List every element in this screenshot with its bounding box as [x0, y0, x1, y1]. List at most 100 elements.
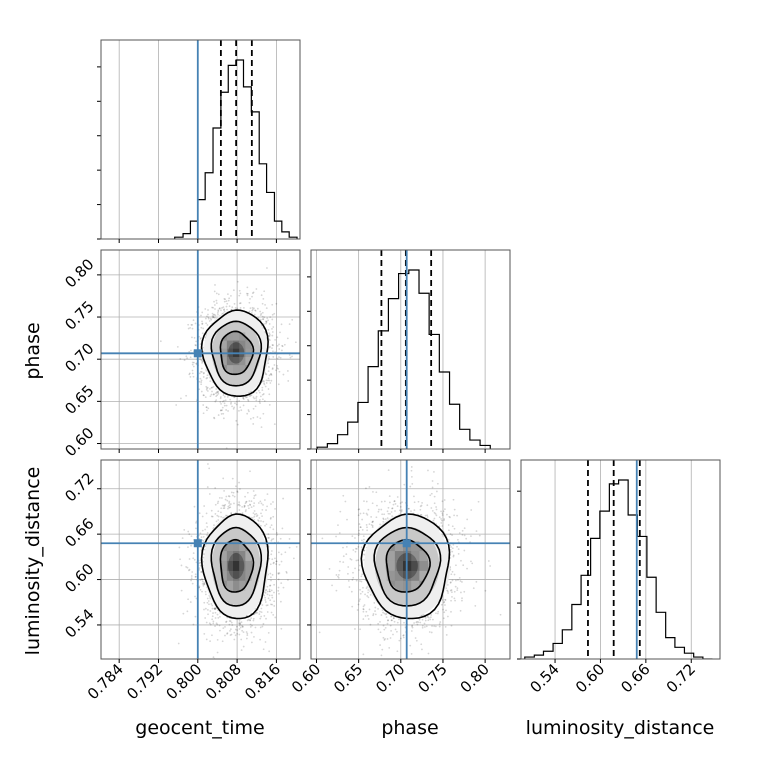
- sample-point: [228, 504, 231, 507]
- sample-point: [259, 318, 262, 321]
- sample-point: [203, 632, 206, 635]
- sample-point: [259, 310, 262, 313]
- sample-point: [219, 397, 222, 400]
- sample-point: [281, 349, 283, 352]
- sample-point: [252, 617, 255, 620]
- sample-point: [230, 401, 232, 404]
- sample-point: [201, 590, 203, 593]
- sample-point: [268, 379, 271, 382]
- sample-point: [271, 347, 273, 349]
- sample-point: [203, 371, 205, 374]
- sample-point: [219, 611, 221, 614]
- sample-point: [240, 621, 243, 624]
- sample-point: [276, 336, 279, 339]
- sample-point: [429, 618, 432, 621]
- sample-point: [236, 632, 239, 635]
- sample-point: [198, 562, 201, 564]
- sample-point: [229, 398, 232, 401]
- sample-point: [277, 572, 280, 575]
- sample-point: [287, 380, 290, 382]
- sample-point: [213, 608, 216, 610]
- sample-point: [176, 345, 179, 348]
- sample-point: [204, 317, 207, 320]
- sample-point: [265, 321, 268, 324]
- sample-point: [209, 640, 211, 643]
- sample-point: [191, 327, 194, 330]
- sample-point: [216, 502, 219, 505]
- sample-point: [252, 512, 255, 515]
- sample-point: [200, 337, 202, 339]
- sample-point: [218, 624, 221, 627]
- sample-point: [195, 344, 197, 347]
- sample-point: [194, 575, 197, 578]
- sample-point: [222, 306, 225, 309]
- sample-point: [234, 634, 237, 637]
- sample-point: [230, 512, 233, 515]
- sample-point: [265, 604, 268, 607]
- density-bin: [220, 570, 227, 581]
- sample-point: [234, 628, 237, 631]
- sample-point: [287, 579, 289, 581]
- sample-point: [264, 641, 267, 643]
- sample-point: [286, 337, 289, 340]
- sample-point: [236, 307, 239, 310]
- sample-point: [187, 327, 190, 330]
- sample-point: [231, 624, 234, 626]
- sample-point: [217, 519, 220, 521]
- sample-point: [278, 356, 280, 358]
- sample-point: [209, 388, 211, 390]
- sample-point: [262, 412, 265, 415]
- sample-point: [250, 506, 253, 509]
- sample-point: [266, 493, 269, 496]
- sample-point: [221, 640, 224, 643]
- sample-point: [193, 505, 196, 508]
- sample-point: [206, 409, 208, 412]
- sample-point: [261, 389, 264, 391]
- sample-point: [188, 373, 191, 376]
- sample-point: [263, 380, 265, 383]
- sample-point: [200, 359, 203, 362]
- sample-point: [238, 503, 241, 506]
- sample-point: [249, 619, 251, 622]
- sample-point: [250, 516, 252, 519]
- sample-point: [275, 560, 278, 563]
- sample-point: [265, 307, 268, 310]
- sample-point: [251, 516, 254, 519]
- sample-point: [240, 649, 243, 651]
- density-bin: [233, 560, 240, 571]
- density-bin: [233, 365, 240, 374]
- sample-point: [192, 365, 195, 368]
- sample-point: [271, 573, 274, 576]
- sample-point: [249, 297, 251, 300]
- sample-point: [391, 507, 393, 510]
- contour-line: [210, 526, 263, 607]
- sample-point: [216, 394, 219, 397]
- sample-point: [262, 318, 264, 320]
- sample-point: [264, 589, 267, 592]
- sample-point: [191, 582, 194, 585]
- sample-point: [188, 568, 191, 571]
- sample-point: [191, 336, 193, 339]
- sample-point: [262, 380, 264, 382]
- sample-point: [204, 545, 207, 547]
- sample-point: [263, 323, 265, 325]
- sample-point: [204, 308, 207, 310]
- sample-point: [201, 529, 204, 532]
- sample-point: [191, 361, 194, 364]
- sample-point: [224, 503, 227, 506]
- sample-point: [217, 293, 220, 296]
- sample-point: [278, 348, 281, 350]
- sample-point: [217, 310, 220, 313]
- sample-point: [261, 604, 264, 606]
- sample-point: [453, 514, 455, 517]
- sample-point: [219, 409, 222, 412]
- sample-point: [214, 512, 217, 515]
- sample-point: [239, 307, 242, 309]
- sample-point: [201, 332, 204, 335]
- sample-point: [275, 369, 277, 372]
- sample-point: [202, 376, 205, 378]
- sample-point: [269, 382, 272, 384]
- sample-point: [227, 507, 229, 510]
- sample-point: [408, 507, 410, 510]
- sample-point: [355, 559, 358, 562]
